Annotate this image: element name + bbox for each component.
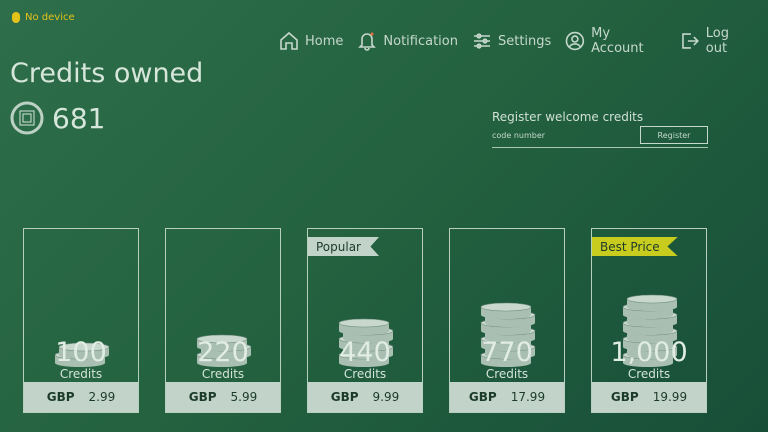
nav-label: My Account xyxy=(591,26,644,56)
price: 17.99 xyxy=(510,390,546,404)
coin-stack-icon xyxy=(338,318,394,367)
price-bar: GBP 17.99 xyxy=(450,382,564,412)
price: 2.99 xyxy=(88,390,116,404)
credit-coin-icon xyxy=(10,101,44,135)
coin xyxy=(338,318,390,335)
credit-pack-0[interactable]: 100 Credits GBP 2.99 xyxy=(23,228,139,413)
code-number-input[interactable] xyxy=(492,130,622,140)
coin xyxy=(58,342,110,359)
balance-value: 681 xyxy=(52,101,106,135)
register-credits-form: Register welcome credits Register xyxy=(492,110,708,148)
top-nav: Home Notification Settings My Account Lo… xyxy=(279,26,768,56)
page-title: Credits owned xyxy=(10,58,204,89)
currency: GBP xyxy=(188,390,217,404)
credit-unit: Credits xyxy=(485,367,529,381)
currency: GBP xyxy=(46,390,75,404)
currency: GBP xyxy=(330,390,359,404)
coin-stack-icon xyxy=(54,342,110,367)
register-button[interactable]: Register xyxy=(640,126,708,144)
price: 5.99 xyxy=(230,390,258,404)
nav-home[interactable]: Home xyxy=(279,26,343,56)
register-label: Register welcome credits xyxy=(492,110,644,124)
nav-label: Settings xyxy=(497,33,552,49)
nav-settings[interactable]: Settings xyxy=(472,26,551,56)
currency: GBP xyxy=(610,390,639,404)
credit-pack-2[interactable]: Popular 440 Credits GBP 9.99 xyxy=(307,228,423,413)
credit-amount: 1,000 xyxy=(610,337,688,368)
device-status: No device xyxy=(12,12,75,23)
nav-label: Log out xyxy=(705,26,730,56)
price: 9.99 xyxy=(372,390,400,404)
price-bar: GBP 2.99 xyxy=(24,382,138,412)
credit-unit: Credits xyxy=(201,367,245,381)
coin-stack-icon xyxy=(480,302,536,367)
credit-amount: 220 xyxy=(197,337,249,368)
coin-stack-icon xyxy=(622,294,678,367)
user-icon xyxy=(566,31,585,51)
nav-label: Home xyxy=(305,33,344,49)
nav-my-account[interactable]: My Account xyxy=(565,26,666,56)
coin xyxy=(196,334,248,351)
bluetooth-icon xyxy=(12,12,20,23)
coin xyxy=(626,294,678,311)
nav-label: Notification xyxy=(383,33,458,49)
badge: Popular xyxy=(308,237,379,256)
credit-pack-4[interactable]: Best Price 1,000 Credits GBP 19.99 xyxy=(591,228,707,413)
coin xyxy=(480,302,532,319)
badge: Best Price xyxy=(592,237,678,256)
price: 19.99 xyxy=(652,390,688,404)
sliders-icon xyxy=(473,33,490,49)
credit-pack-1[interactable]: 220 Credits GBP 5.99 xyxy=(165,228,281,413)
currency: GBP xyxy=(468,390,497,404)
credit-balance: 681 xyxy=(10,101,105,135)
nav-notification[interactable]: Notification xyxy=(357,26,458,56)
credit-unit: Credits xyxy=(59,367,103,381)
credit-pack-3[interactable]: 770 Credits GBP 17.99 xyxy=(449,228,565,413)
credit-unit: Credits xyxy=(627,367,671,381)
bell-icon xyxy=(358,32,377,51)
price-bar: GBP 19.99 xyxy=(592,382,706,412)
nav-logout[interactable]: Log out xyxy=(680,26,754,56)
logout-icon xyxy=(682,33,699,49)
price-bar: GBP 9.99 xyxy=(308,382,422,412)
price-bar: GBP 5.99 xyxy=(166,382,280,412)
credit-unit: Credits xyxy=(343,367,387,381)
device-status-text: No device xyxy=(25,12,75,23)
credit-amount: 440 xyxy=(339,337,391,368)
credit-amount: 100 xyxy=(55,337,107,368)
coin-stack-icon xyxy=(196,334,252,367)
credit-amount: 770 xyxy=(481,337,533,368)
home-icon xyxy=(280,31,298,50)
